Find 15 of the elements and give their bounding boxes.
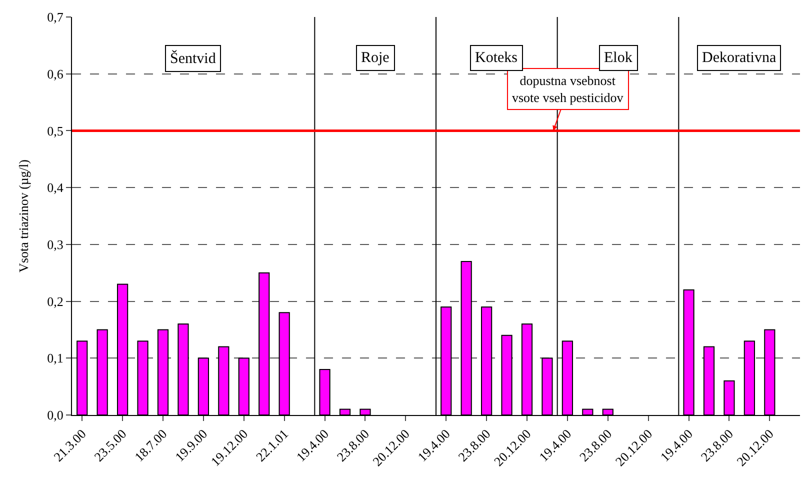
y-axis-title: Vsota triazinov (µg/l) bbox=[16, 160, 32, 272]
annotation: Šentvid bbox=[170, 50, 216, 67]
y-tick-label: 0,2 bbox=[47, 294, 64, 309]
y-tick-label: 0,5 bbox=[47, 123, 64, 138]
y-tick-label: 0,0 bbox=[47, 408, 64, 423]
y-tick-label: 0,4 bbox=[47, 180, 64, 196]
annotation: Dekorativna bbox=[702, 50, 776, 66]
y-tick-label: 0,7 bbox=[47, 10, 64, 25]
ref-line-label: dopustna vsebnost vsote vseh pesticidov bbox=[512, 73, 624, 105]
annotation: Elok bbox=[604, 50, 633, 66]
y-tick-label: 0,1 bbox=[47, 350, 64, 366]
annotation: Roje bbox=[361, 50, 390, 66]
y-tick-label: 0,6 bbox=[47, 66, 64, 82]
annotation: Koteks bbox=[475, 50, 518, 66]
y-tick-label: 0,3 bbox=[47, 236, 64, 252]
